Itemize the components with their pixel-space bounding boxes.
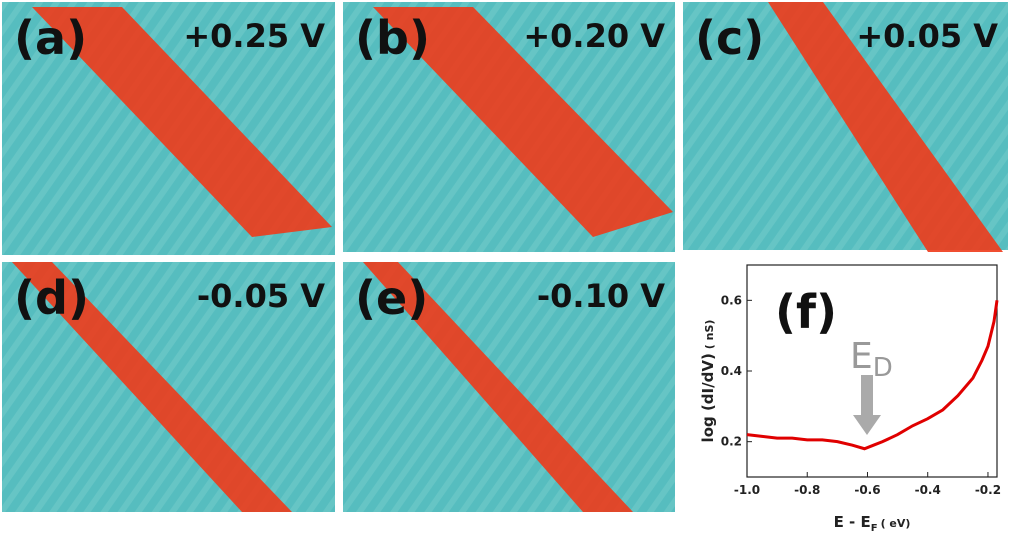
panel-label: (c) xyxy=(695,11,764,65)
bias-label: +0.25 V xyxy=(183,17,325,55)
panel-label: (d) xyxy=(14,271,89,325)
x-tick-label: -0.4 xyxy=(915,483,941,497)
panel-label: (f) xyxy=(775,285,837,339)
bias-label: +0.05 V xyxy=(856,17,998,55)
red-band xyxy=(363,262,633,512)
stm-image: (d) -0.05 V xyxy=(2,262,335,512)
x-tick-label: -0.8 xyxy=(794,483,820,497)
x-tick-label: -1.0 xyxy=(734,483,760,497)
bias-label: -0.10 V xyxy=(537,277,665,315)
panel-label: (e) xyxy=(355,271,428,325)
stm-image: (a) +0.25 V xyxy=(2,2,335,255)
x-label-main: E - E xyxy=(834,513,871,531)
red-band xyxy=(32,7,332,237)
annotation-main: E xyxy=(850,336,873,377)
panel-label: (a) xyxy=(14,11,87,65)
y-tick-label: 0.4 xyxy=(721,364,742,378)
panel-label: (b) xyxy=(355,11,430,65)
x-label-unit: ( eV) xyxy=(881,517,911,530)
red-band xyxy=(12,262,292,512)
bias-label: +0.20 V xyxy=(523,17,665,55)
stm-image: (c) +0.05 V xyxy=(683,2,1008,252)
data-line xyxy=(746,300,999,451)
annotation-sub: D xyxy=(873,353,893,383)
x-axis-label: E - EF( eV) xyxy=(834,513,911,534)
y-label-unit: ( nS) xyxy=(703,320,716,350)
y-label-main: log (dI/dV) xyxy=(699,353,717,442)
red-band xyxy=(768,2,1003,252)
y-tick-label: 0.2 xyxy=(721,435,742,449)
x-tick-label: -0.2 xyxy=(975,483,1001,497)
bias-label: -0.05 V xyxy=(197,277,325,315)
x-tick-label: -0.6 xyxy=(854,483,880,497)
stm-image: (b) +0.20 V xyxy=(343,2,675,252)
arrow xyxy=(853,375,881,435)
y-axis-label: log (dI/dV) ( nS) xyxy=(699,320,717,443)
y-tick-label: 0.6 xyxy=(721,293,742,307)
x-label-sub: F xyxy=(871,523,878,534)
red-band xyxy=(373,7,673,237)
annotation: ED xyxy=(850,336,893,383)
stm-image: (e) -0.10 V xyxy=(343,262,675,512)
